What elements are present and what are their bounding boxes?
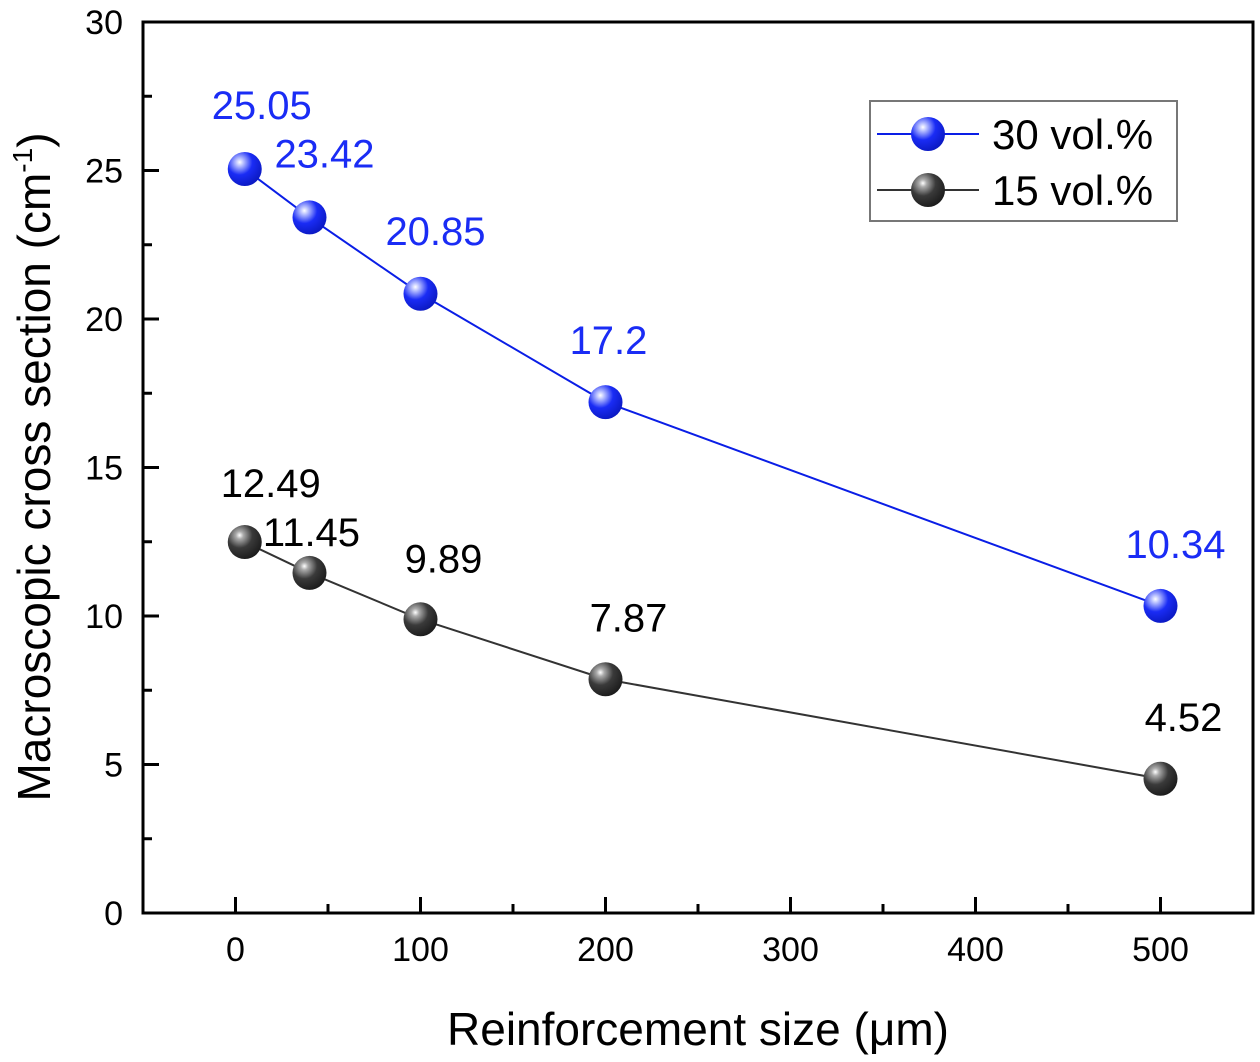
y-tick-label: 15 <box>85 450 123 488</box>
x-tick-label: 300 <box>762 931 819 969</box>
legend-label-15: 15 vol.% <box>992 167 1153 214</box>
data-label: 17.2 <box>570 319 648 363</box>
legend-marker-30 <box>911 117 945 151</box>
data-point <box>292 555 327 590</box>
legend-label-30: 30 vol.% <box>992 111 1153 158</box>
legend-marker-15 <box>911 173 945 207</box>
data-label: 4.52 <box>1145 696 1223 740</box>
x-tick-label: 400 <box>947 931 1004 969</box>
data-point <box>588 385 623 420</box>
x-tick-label: 0 <box>226 931 245 969</box>
data-point <box>292 200 327 235</box>
data-label: 10.34 <box>1125 523 1225 567</box>
y-tick-label: 5 <box>104 747 123 785</box>
series-line-0 <box>244 168 1161 607</box>
data-point <box>1143 588 1178 623</box>
data-label: 12.49 <box>221 462 321 506</box>
data-point <box>227 525 262 560</box>
series-line-1 <box>244 541 1161 780</box>
y-tick-label: 0 <box>104 895 123 933</box>
y-tick-label: 20 <box>85 301 123 339</box>
data-label: 23.42 <box>274 132 374 176</box>
data-point <box>227 152 262 187</box>
data-label: 20.85 <box>385 210 485 254</box>
data-point <box>403 602 438 637</box>
x-tick-label: 500 <box>1132 931 1189 969</box>
data-point <box>403 276 438 311</box>
y-tick-label: 25 <box>85 153 123 191</box>
x-axis-label: Reinforcement size (μm) <box>447 1003 949 1055</box>
axes: 0 100 200 300 400 500 0 5 10 15 20 25 30 <box>85 4 1255 969</box>
y-tick-label: 10 <box>85 598 123 636</box>
x-tick-label: 200 <box>577 931 634 969</box>
y-axis-label: Macroscopic cross section (cm-1) <box>7 132 60 801</box>
data-label: 11.45 <box>263 511 360 555</box>
data-label: 9.89 <box>405 537 483 581</box>
data-point <box>1143 761 1178 796</box>
data-label: 25.05 <box>212 84 312 128</box>
data-label: 7.87 <box>590 596 668 640</box>
y-tick-label: 30 <box>85 4 123 42</box>
legend: 30 vol.% 15 vol.% <box>869 100 1178 222</box>
x-tick-label: 100 <box>392 931 449 969</box>
data-point <box>588 662 623 697</box>
